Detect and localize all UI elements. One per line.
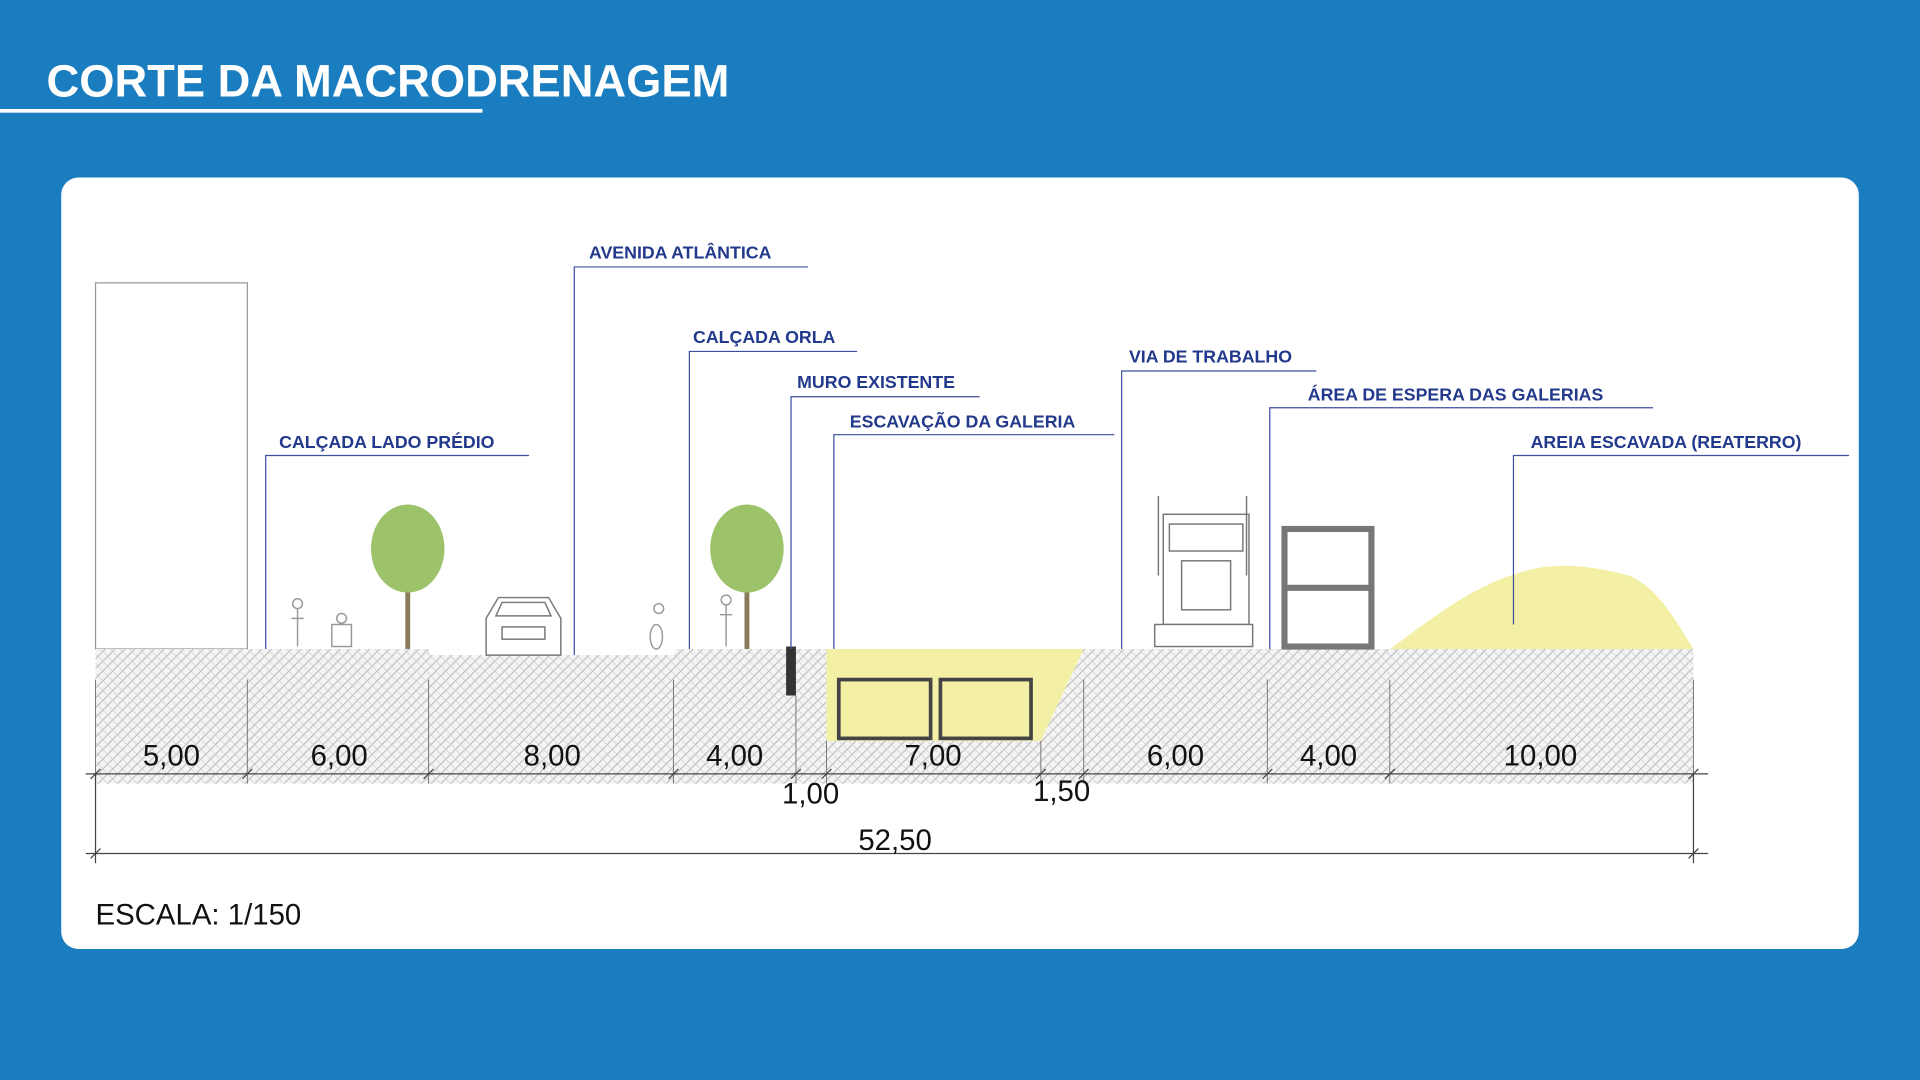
panel [61,177,1859,949]
callout-label: CALÇADA ORLA [693,327,835,347]
tree [371,504,445,649]
title: CORTE DA MACRODRENAGEM [47,56,730,107]
gallery [938,677,1033,741]
callout-label: AREIA ESCAVADA (REATERRO) [1531,432,1802,452]
wall [786,646,796,696]
callout-label: AVENIDA ATLÂNTICA [589,241,772,262]
gallery [836,677,933,741]
total-dimension: 52,50 [858,824,932,857]
dimension: 6,00 [1147,739,1204,772]
callout-label: ÁREA DE ESPERA DAS GALERIAS [1308,383,1604,404]
dimension: 8,00 [524,739,581,772]
dimension: 1,50 [1033,775,1090,808]
dimension: 7,00 [904,739,961,772]
sand-pile [1389,565,1694,649]
people [291,594,733,650]
section-dividers [95,679,1694,784]
dimension: 5,00 [143,739,200,772]
dimension-lines [85,768,1709,864]
truck [1153,495,1254,648]
dimension: 6,00 [311,739,368,772]
dimension: 1,00 [782,777,839,810]
scale-note: ESCALA: 1/150 [96,898,302,931]
building [94,282,248,650]
callout-label: MURO EXISTENTE [797,372,955,392]
callout-label: VIA DE TRABALHO [1129,346,1292,366]
excavation [826,648,1084,741]
dimension: 4,00 [1300,739,1357,772]
gallery-storage [1281,525,1375,650]
dimension: 4,00 [706,739,763,772]
callout-label: CALÇADA LADO PRÉDIO [279,431,494,452]
tree [710,504,784,649]
car [485,596,562,656]
dimension: 10,00 [1504,739,1578,772]
callout-label: ESCAVAÇÃO DA GALERIA [850,410,1076,431]
title-underline [0,108,483,113]
callout-leaders [265,266,1849,656]
